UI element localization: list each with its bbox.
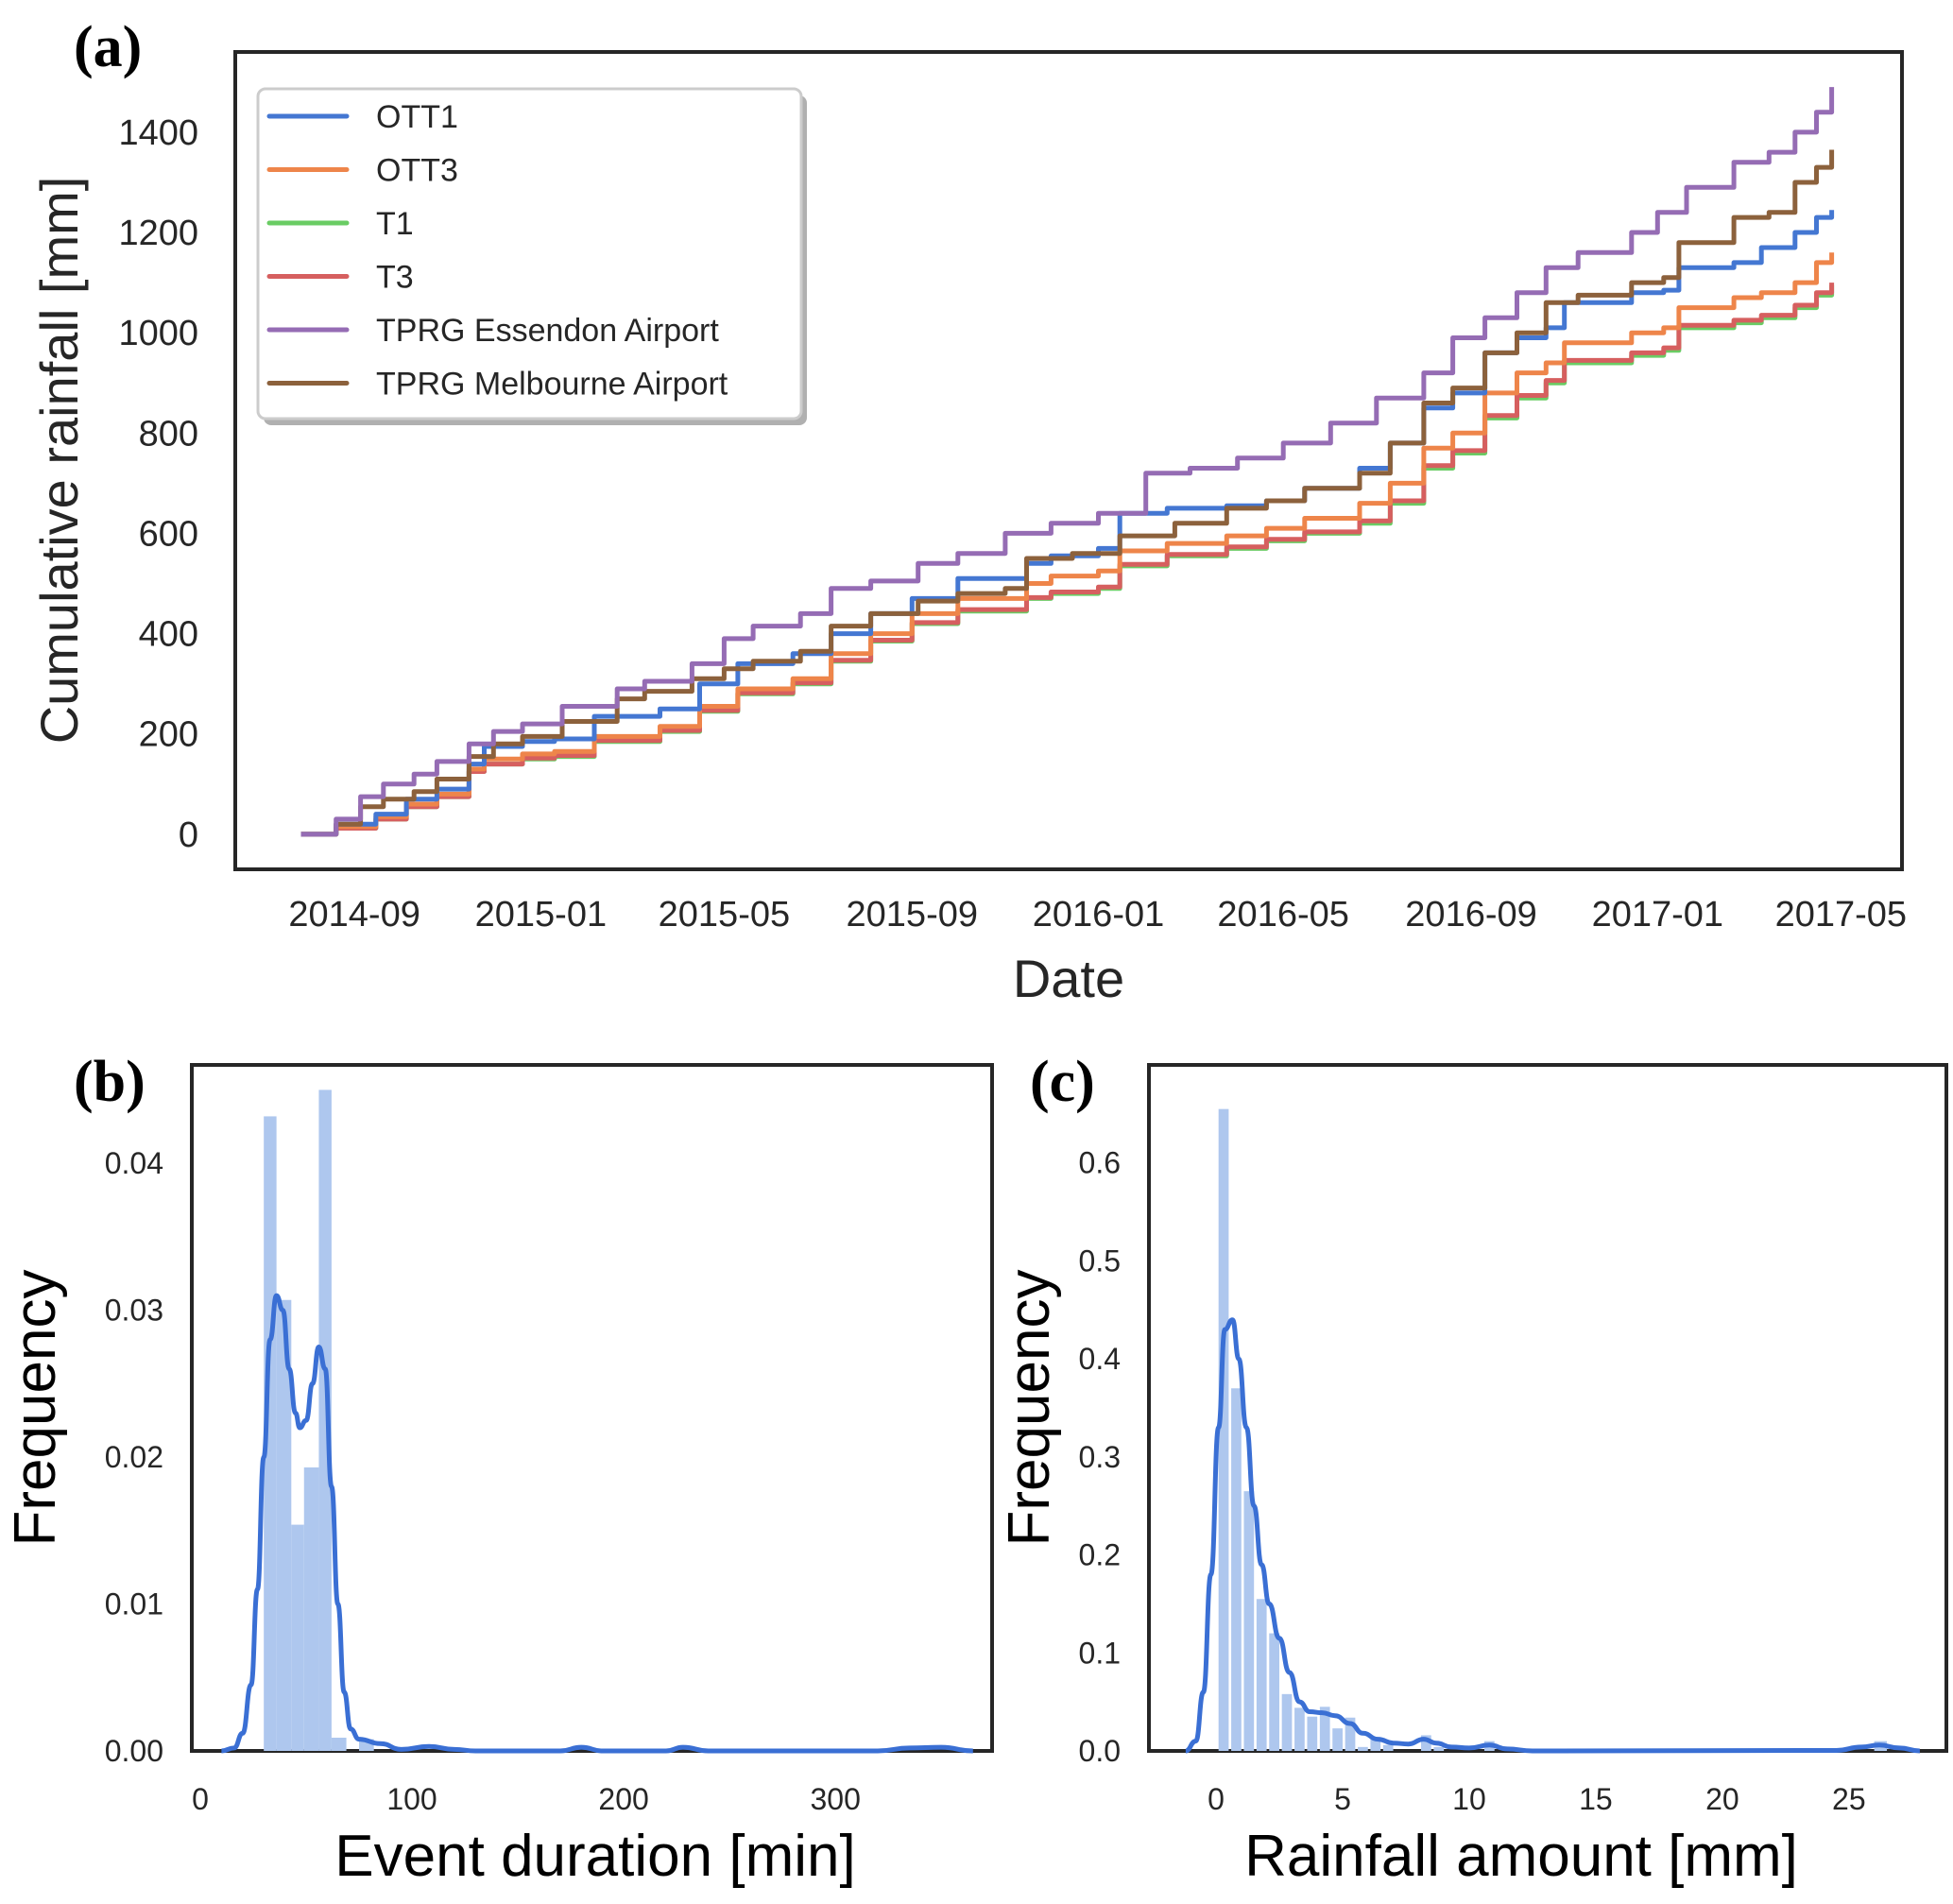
legend-label-tprg-melbourne-airport: TPRG Melbourne Airport xyxy=(376,367,728,403)
x-axis-title-b: Event duration [min] xyxy=(334,1824,855,1889)
x-tick-label: 2015-01 xyxy=(475,895,607,935)
y-tick-labels-b: 0.00 0.01 0.02 0.03 0.04 xyxy=(105,1146,163,1768)
series-line-tprg-melbourne-airport xyxy=(300,149,1835,837)
histogram-bar xyxy=(331,1738,347,1751)
y-axis-title-b: Frequency xyxy=(3,1270,68,1547)
histogram-bar xyxy=(1243,1491,1255,1751)
x-tick-label: 5 xyxy=(1334,1782,1351,1816)
histogram-bar xyxy=(1231,1388,1242,1751)
x-tick-label: 2015-09 xyxy=(847,895,978,935)
histogram-bar xyxy=(1281,1693,1293,1751)
histogram-bar xyxy=(318,1089,332,1751)
histogram-bar xyxy=(1421,1735,1431,1751)
histogram-bars-b xyxy=(264,1089,374,1751)
y-tick-label: 0.04 xyxy=(105,1146,163,1180)
histogram-bar xyxy=(1307,1716,1318,1751)
x-tick-label: 2017-01 xyxy=(1592,895,1723,935)
histogram-bar xyxy=(264,1116,277,1751)
legend-label-tprg-essendon-airport: TPRG Essendon Airport xyxy=(376,313,719,349)
x-tick-label: 2017-05 xyxy=(1775,895,1907,935)
histogram-bar xyxy=(1382,1744,1394,1751)
y-tick-label: 0.03 xyxy=(105,1294,163,1328)
plot-frame-c xyxy=(1147,1063,1948,1753)
x-tick-labels-b: 0 100 200 300 xyxy=(192,1782,861,1816)
x-axis-title-a: Date xyxy=(1013,949,1124,1008)
y-tick-label: 0.4 xyxy=(1079,1342,1121,1376)
kde-curve-c xyxy=(1185,1317,1920,1754)
histogram-bar xyxy=(291,1524,304,1751)
y-tick-label: 0.0 xyxy=(1079,1734,1121,1768)
y-tick-label: 600 xyxy=(139,514,198,554)
y-tick-label: 0.2 xyxy=(1079,1538,1121,1572)
x-tick-label: 0 xyxy=(1208,1782,1225,1816)
histogram-bar xyxy=(1345,1717,1356,1751)
histogram-bar xyxy=(303,1467,319,1751)
x-tick-label: 0 xyxy=(192,1782,209,1816)
legend-label-ott3: OTT3 xyxy=(376,153,458,189)
x-tick-label: 15 xyxy=(1579,1782,1613,1816)
y-tick-label: 1200 xyxy=(118,214,198,253)
histogram-bar xyxy=(1370,1739,1381,1751)
kde-curve-b xyxy=(221,1293,973,1754)
histogram-bar xyxy=(1332,1728,1343,1751)
y-axis-title-a: Cumulative rainfall [mm] xyxy=(29,177,89,745)
histogram-bar xyxy=(276,1299,292,1751)
x-tick-label: 2015-05 xyxy=(659,895,790,935)
series-line-ott3 xyxy=(300,252,1835,837)
x-tick-label: 100 xyxy=(386,1782,437,1816)
histogram-bar xyxy=(1294,1707,1305,1751)
x-tick-label: 200 xyxy=(598,1782,648,1816)
y-tick-label: 0.6 xyxy=(1079,1146,1121,1180)
histogram-bar xyxy=(1433,1746,1445,1751)
x-tick-label: 2014-09 xyxy=(288,895,420,935)
histogram-bars-c xyxy=(1218,1108,1888,1751)
y-tick-label: 800 xyxy=(139,414,198,454)
x-tick-label: 2016-01 xyxy=(1033,895,1164,935)
panel-label-c: (c) xyxy=(1030,1050,1095,1114)
series-line-tprg-essendon-airport xyxy=(300,87,1835,837)
histogram-bar xyxy=(1358,1746,1368,1751)
x-tick-label: 2016-09 xyxy=(1405,895,1536,935)
y-tick-label: 0.01 xyxy=(105,1587,163,1621)
x-tick-label: 2016-05 xyxy=(1217,895,1348,935)
y-tick-label: 1000 xyxy=(118,314,198,353)
panel-label-a: (a) xyxy=(74,15,142,79)
x-tick-label: 25 xyxy=(1832,1782,1866,1816)
x-tick-label: 10 xyxy=(1452,1782,1486,1816)
x-tick-label: 300 xyxy=(810,1782,860,1816)
x-tick-labels-a: 2014-09 2015-01 2015-05 2015-09 2016-01 2016-… xyxy=(288,895,1907,935)
histogram-bar xyxy=(1269,1633,1279,1751)
y-tick-label: 1400 xyxy=(118,113,198,153)
y-tick-label: 200 xyxy=(139,715,198,755)
legend-label-t3: T3 xyxy=(376,260,414,296)
y-axis-title-c: Frequency xyxy=(997,1270,1062,1547)
x-tick-labels-c: 0 5 10 15 20 25 xyxy=(1208,1782,1866,1816)
histogram-bar xyxy=(1256,1599,1267,1751)
y-tick-labels-c: 0.0 0.1 0.2 0.3 0.4 0.5 0.6 xyxy=(1079,1146,1121,1768)
panel-label-b: (b) xyxy=(74,1050,146,1114)
legend-box xyxy=(256,87,803,420)
legend-label-t1: T1 xyxy=(376,206,414,242)
y-tick-labels-a: 0 200 400 600 800 1000 1200 1400 xyxy=(118,113,198,855)
y-tick-label: 0 xyxy=(179,815,198,855)
legend-label-ott1: OTT1 xyxy=(376,99,458,135)
panel-c-rainfall-amount: (c) 0.0 0.1 0.2 0.3 0.4 0.5 0.6 0 5 10 15 20 25 Rai… xyxy=(997,1050,1948,1889)
y-tick-label: 400 xyxy=(139,615,198,655)
y-tick-label: 0.5 xyxy=(1079,1244,1121,1278)
histogram-bar xyxy=(1319,1707,1330,1751)
series-group-a xyxy=(300,87,1835,837)
panel-b-event-duration: (b) 0.00 0.01 0.02 0.03 0.04 0 100 200 300 Even… xyxy=(3,1050,994,1889)
x-tick-label: 20 xyxy=(1705,1782,1739,1816)
y-tick-label: 0.00 xyxy=(105,1734,163,1768)
histogram-bar xyxy=(1218,1108,1229,1751)
legend-a: OTT1 OTT3 T1 T3 TPRG Essendon Airport TPRG Me… xyxy=(256,87,807,425)
x-axis-title-c: Rainfall amount [mm] xyxy=(1244,1824,1798,1889)
y-tick-label: 0.1 xyxy=(1079,1636,1121,1670)
y-tick-label: 0.02 xyxy=(105,1440,163,1474)
y-tick-label: 0.3 xyxy=(1079,1440,1121,1474)
